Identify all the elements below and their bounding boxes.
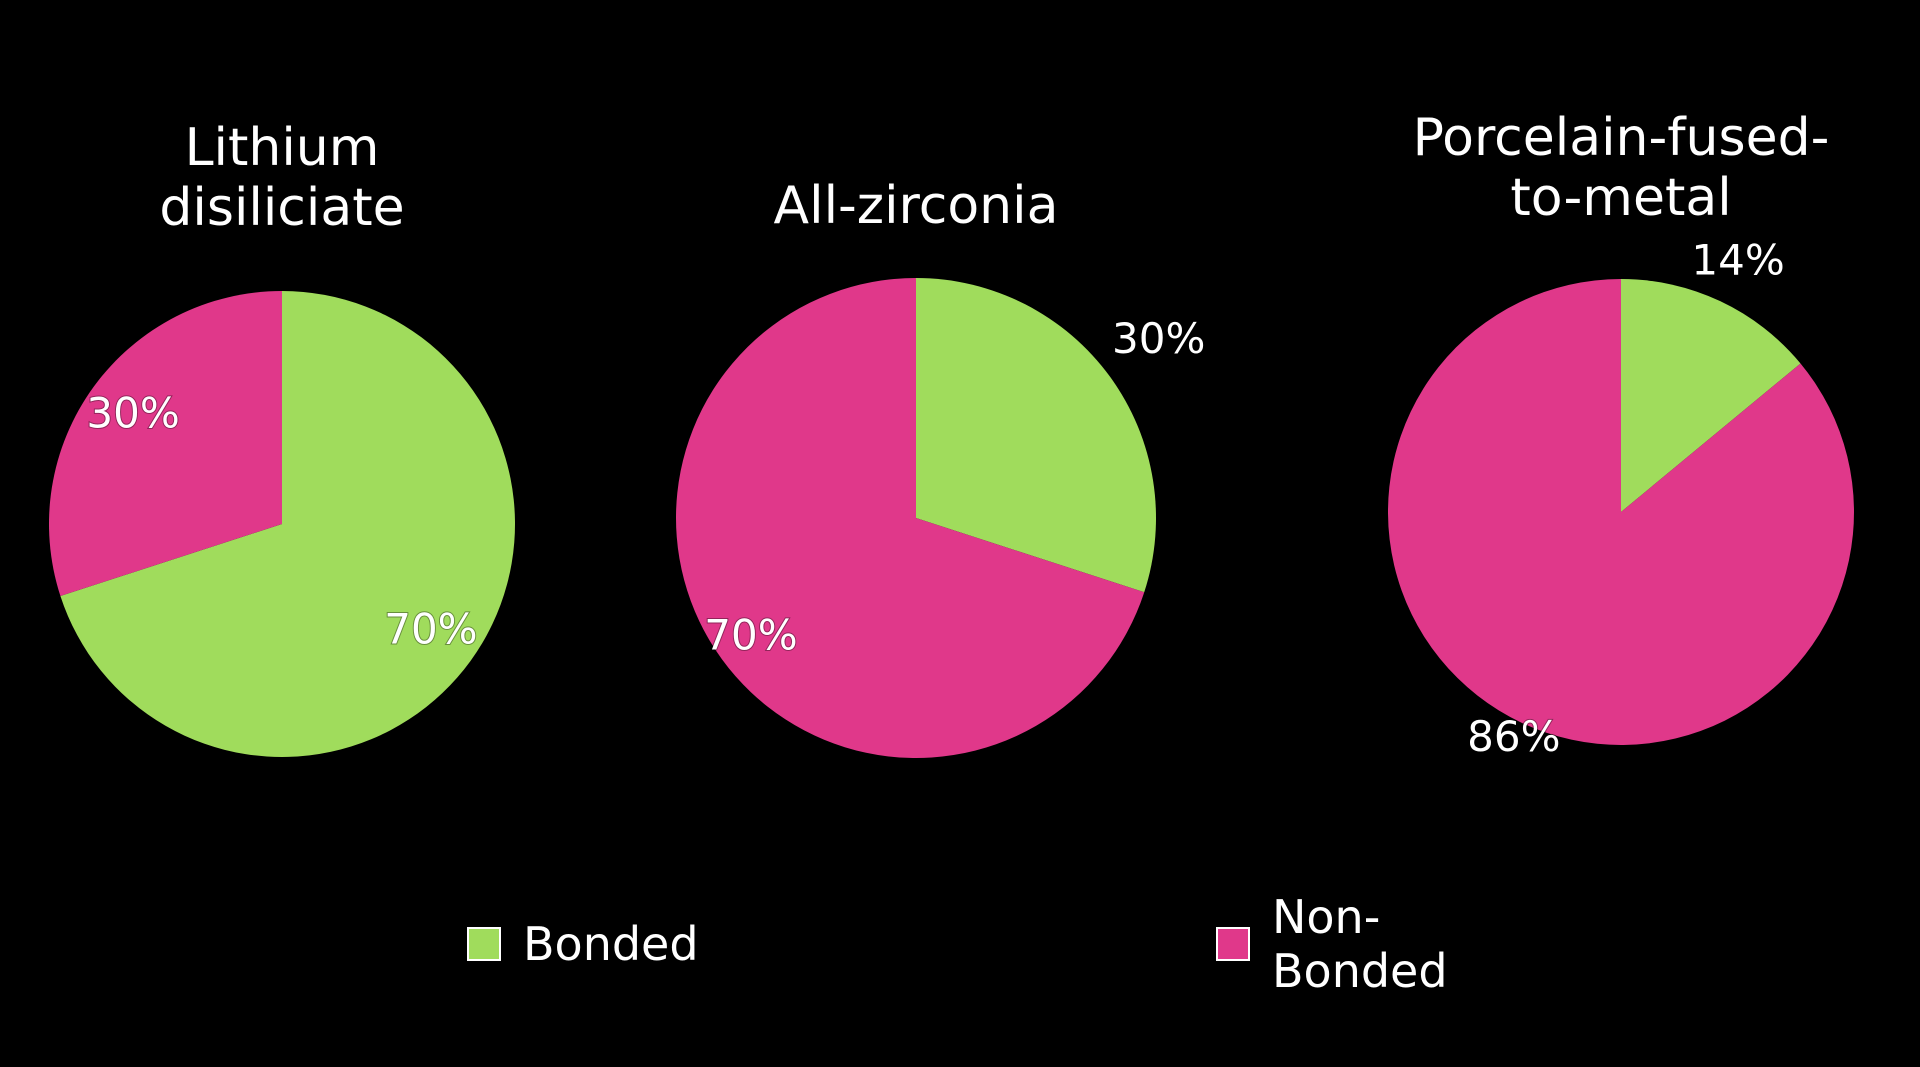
legend-label: Non-Bonded — [1272, 890, 1448, 998]
legend-swatch — [467, 927, 501, 961]
pie-slice — [1387, 279, 1854, 745]
chart-title: Lithium disiliciate — [159, 118, 405, 238]
pie-slice — [1621, 279, 1801, 512]
value-label: 70% — [384, 605, 477, 654]
value-label: 30% — [86, 388, 179, 437]
value-label: 70% — [704, 610, 797, 659]
legend-item: Non-Bonded — [1216, 890, 1448, 998]
value-label: 14% — [1691, 236, 1784, 285]
value-label: 86% — [1467, 712, 1560, 761]
pie-slice — [916, 278, 1157, 593]
pie-slice — [676, 278, 1145, 758]
pie-slice — [60, 291, 515, 757]
value-label: 30% — [1112, 314, 1205, 363]
legend-label: Bonded — [523, 917, 699, 971]
legend-swatch — [1216, 927, 1250, 961]
legend-item: Bonded — [467, 917, 787, 971]
pie-slice — [48, 291, 282, 597]
chart-title: Porcelain-fused-to-metal — [1412, 108, 1830, 228]
chart-title: All-zirconia — [773, 176, 1059, 236]
